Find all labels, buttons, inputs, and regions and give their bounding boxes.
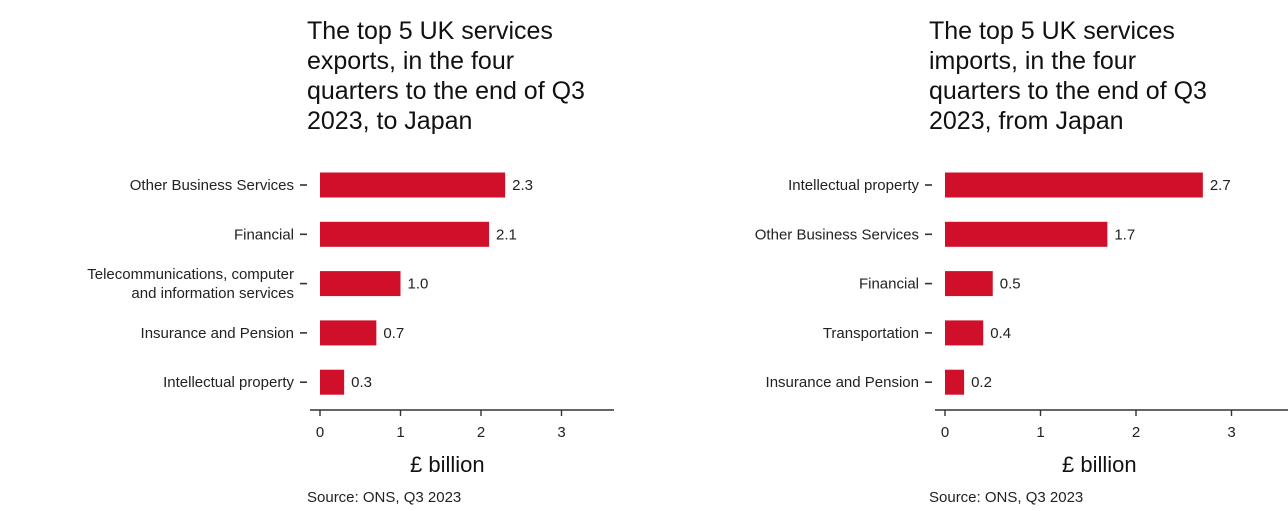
chart-title-line: quarters to the end of Q3 [307, 77, 585, 105]
category-label: Financial [234, 226, 294, 243]
category-label: Intellectual property [163, 374, 294, 391]
imports-bar-chart: 0 1 2 3 Intellectual property 2.7 Other Busine… [755, 172, 1288, 441]
bar [320, 271, 401, 297]
data-label: 2.3 [512, 177, 533, 194]
category-label: Financial [859, 276, 919, 293]
x-tick-label: 1 [1036, 424, 1044, 441]
bar [320, 172, 506, 198]
data-label: 2.1 [496, 226, 517, 243]
bar [945, 320, 984, 346]
x-tick-label: 1 [396, 424, 404, 441]
chart-title-line: 2023, to Japan [307, 107, 473, 135]
x-axis-label: £ billion [410, 452, 485, 477]
x-tick-label: 0 [316, 424, 324, 441]
source-note: Source: ONS, Q3 2023 [929, 489, 1084, 506]
x-axis-label: £ billion [1062, 452, 1137, 477]
category-label: Other Business Services [755, 226, 919, 243]
data-label: 0.3 [351, 374, 372, 391]
chart-title-line: The top 5 UK services [307, 17, 553, 45]
data-label: 0.5 [1000, 276, 1021, 293]
category-label: Insurance and Pension [141, 325, 294, 342]
exports-chart-panel: The top 5 UK services exports, in the fo… [0, 0, 640, 511]
bar [320, 369, 345, 395]
data-label: 0.2 [971, 374, 992, 391]
category-label: and information services [131, 285, 294, 302]
bar [945, 172, 1203, 198]
chart-title-line: exports, in the four [307, 47, 515, 75]
exports-bar-chart: 0 1 2 3 Other Business Services 2.3 Financial 2… [87, 172, 614, 441]
data-label: 0.7 [383, 325, 404, 342]
bar [320, 320, 377, 346]
data-label: 2.7 [1210, 177, 1231, 194]
chart-title: The top 5 UK services exports, in the fo… [307, 16, 585, 136]
data-label: 0.4 [990, 325, 1011, 342]
bar [320, 221, 490, 247]
bar [945, 221, 1108, 247]
x-tick-label: 0 [941, 424, 949, 441]
category-label: Intellectual property [788, 177, 919, 194]
bar [945, 369, 965, 395]
x-tick-label: 2 [1132, 424, 1140, 441]
chart-title-line: imports, in the four [929, 47, 1137, 75]
category-label: Insurance and Pension [766, 374, 919, 391]
data-label: 1.7 [1114, 226, 1135, 243]
chart-title: The top 5 UK services imports, in the fo… [929, 16, 1207, 136]
x-tick-label: 2 [477, 424, 485, 441]
category-label: Other Business Services [130, 177, 294, 194]
x-tick-label: 3 [557, 424, 565, 441]
chart-title-line: The top 5 UK services [929, 17, 1175, 45]
chart-title-line: quarters to the end of Q3 [929, 77, 1207, 105]
chart-title-line: 2023, from Japan [929, 107, 1124, 135]
data-label: 1.0 [408, 276, 429, 293]
imports-chart-panel: The top 5 UK services imports, in the fo… [640, 0, 1288, 511]
source-note: Source: ONS, Q3 2023 [307, 489, 462, 506]
category-label: Telecommunications, computer [87, 266, 294, 283]
bar [945, 271, 993, 297]
category-label: Transportation [823, 325, 919, 342]
x-tick-label: 3 [1227, 424, 1235, 441]
